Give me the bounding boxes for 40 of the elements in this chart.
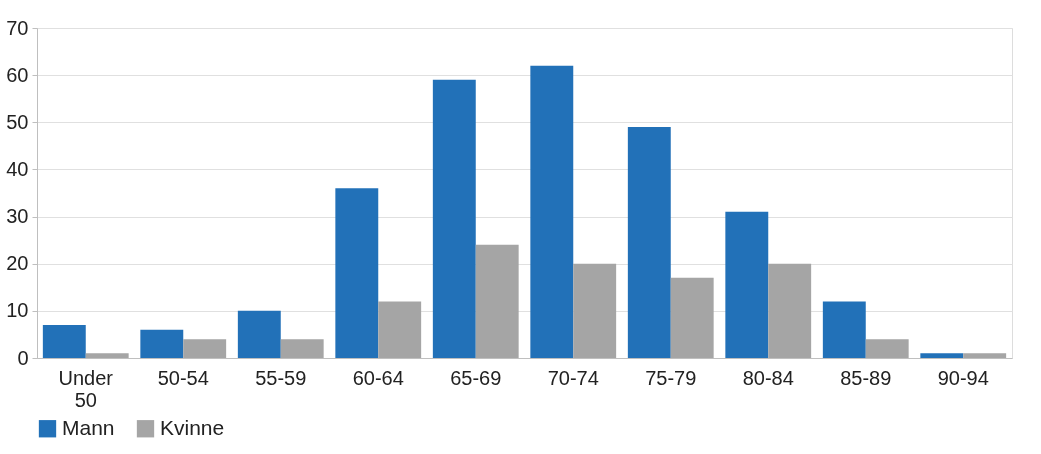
x-tick-label: 75-79 xyxy=(645,366,697,389)
bar xyxy=(768,263,812,358)
x-tick-label: 65-69 xyxy=(450,366,502,389)
bar xyxy=(475,244,519,358)
x-tick-label: Under 50 xyxy=(58,366,114,411)
x-tick-label: 85-89 xyxy=(840,366,892,389)
x-tick-label: 55-59 xyxy=(255,366,307,389)
bar xyxy=(627,127,671,358)
y-tick-label: 10 xyxy=(6,299,29,322)
x-tick-label: 70-74 xyxy=(547,366,599,389)
x-tick-label: 60-64 xyxy=(352,366,404,389)
x-tick-label: 90-94 xyxy=(937,366,989,389)
legend-label: Mann xyxy=(62,415,115,439)
bar xyxy=(378,301,422,358)
bar xyxy=(725,211,769,358)
y-tick-label: 70 xyxy=(6,16,29,39)
bar xyxy=(573,263,617,358)
y-tick-label: 20 xyxy=(6,252,29,275)
y-tick-label: 0 xyxy=(17,346,29,369)
bar xyxy=(920,353,964,358)
bar xyxy=(822,301,866,358)
bar xyxy=(280,339,324,358)
legend-label: Kvinne xyxy=(160,415,225,439)
bar xyxy=(963,353,1007,358)
bar xyxy=(237,310,281,358)
y-tick-label: 50 xyxy=(6,110,29,133)
bar xyxy=(865,339,909,358)
y-tick-label: 60 xyxy=(6,63,29,86)
bar xyxy=(432,79,476,358)
bar xyxy=(183,339,227,358)
bar xyxy=(670,277,714,358)
y-tick-label: 30 xyxy=(6,205,29,228)
x-tick-label: 80-84 xyxy=(742,366,794,389)
bar xyxy=(42,325,86,358)
bar xyxy=(85,353,129,358)
x-tick-label: 50-54 xyxy=(157,366,209,389)
bar xyxy=(530,65,574,358)
bar xyxy=(335,188,379,358)
bar xyxy=(140,329,184,358)
y-tick-label: 40 xyxy=(6,157,29,180)
